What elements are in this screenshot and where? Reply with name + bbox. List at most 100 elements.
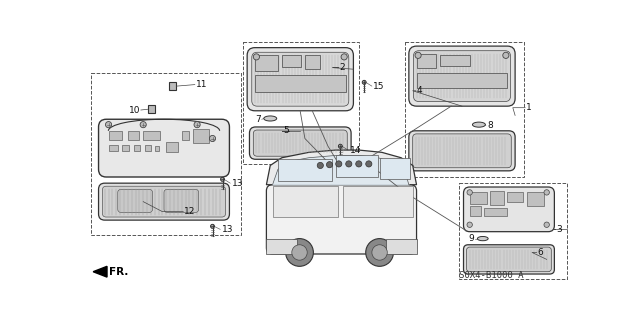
FancyBboxPatch shape [164,189,198,212]
FancyBboxPatch shape [467,247,551,272]
Circle shape [544,190,549,195]
FancyBboxPatch shape [99,183,230,220]
Text: 5: 5 [284,126,289,135]
Circle shape [339,144,342,148]
Text: 2: 2 [340,63,345,72]
FancyBboxPatch shape [409,131,515,171]
Bar [182,131,189,140]
Text: 13: 13 [221,225,233,234]
Bar [273,186,338,217]
Bar [386,239,417,254]
Bar [148,105,155,113]
Bar [305,55,320,69]
Bar [155,146,159,151]
Text: 1: 1 [526,103,532,112]
Circle shape [326,162,333,168]
Bar [380,158,410,179]
Circle shape [544,222,549,228]
Bar [143,131,160,140]
Circle shape [365,161,372,167]
Circle shape [503,52,509,59]
Ellipse shape [264,116,276,121]
Text: 15: 15 [373,82,385,91]
Circle shape [365,239,394,266]
Bar [266,239,297,254]
Bar [508,192,523,202]
Bar [168,82,176,90]
Bar [459,183,566,279]
Text: 11: 11 [196,80,207,89]
Bar [255,55,278,71]
FancyBboxPatch shape [413,51,511,101]
Bar [282,55,301,67]
Bar [122,145,129,151]
Circle shape [140,122,147,128]
Bar [128,131,139,140]
Circle shape [467,222,472,228]
Circle shape [467,190,472,195]
FancyBboxPatch shape [463,245,554,274]
Circle shape [221,177,225,181]
Text: 14: 14 [349,146,361,155]
Bar [344,186,413,217]
Circle shape [194,122,200,128]
FancyBboxPatch shape [102,186,225,217]
Circle shape [209,135,216,141]
FancyBboxPatch shape [463,187,554,232]
Text: 8: 8 [488,121,493,130]
Bar [490,191,504,205]
Bar [440,55,470,66]
Bar [417,73,508,88]
FancyBboxPatch shape [252,52,349,106]
Polygon shape [273,156,409,185]
Text: 7: 7 [255,115,261,124]
Polygon shape [93,266,107,277]
Text: 6: 6 [538,248,543,257]
Ellipse shape [472,122,485,127]
Text: 13: 13 [232,179,243,188]
Circle shape [362,80,366,84]
Circle shape [285,239,314,266]
FancyBboxPatch shape [118,189,152,212]
Bar [278,159,332,181]
Bar [193,129,209,143]
Bar [336,156,378,177]
Bar [91,73,241,235]
Text: 9: 9 [468,234,474,243]
Circle shape [292,245,307,260]
FancyBboxPatch shape [250,127,351,159]
Circle shape [317,162,323,169]
Bar [470,206,481,215]
Text: 12: 12 [184,207,195,216]
FancyBboxPatch shape [247,48,353,111]
FancyBboxPatch shape [99,119,230,177]
Bar [255,75,346,92]
Circle shape [336,161,342,167]
Text: FR.: FR. [109,267,128,277]
Bar [484,208,508,215]
Text: 3: 3 [556,225,562,234]
Bar [470,192,486,204]
Text: S0X4-B1000 A: S0X4-B1000 A [459,271,524,280]
Circle shape [372,245,387,260]
Bar [417,54,436,68]
Bar [166,142,178,152]
Circle shape [253,54,259,60]
Text: 4: 4 [417,86,422,95]
Polygon shape [266,150,417,185]
FancyBboxPatch shape [413,134,511,168]
Bar [109,131,122,140]
Ellipse shape [477,236,488,241]
Bar [243,42,359,164]
FancyBboxPatch shape [253,130,348,156]
Circle shape [415,52,421,59]
Bar [109,145,118,151]
FancyBboxPatch shape [409,46,515,106]
FancyBboxPatch shape [266,185,417,254]
Circle shape [211,224,214,228]
Bar [405,42,524,177]
Circle shape [346,161,352,167]
Circle shape [106,122,111,128]
Bar [145,145,151,151]
Text: 10: 10 [129,106,140,115]
